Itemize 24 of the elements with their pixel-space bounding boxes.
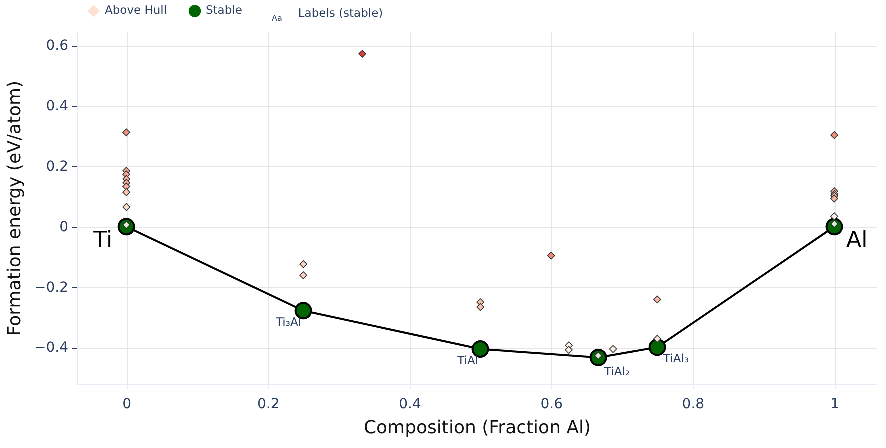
annotation: Ti <box>92 228 113 253</box>
annotation: TiAl₃ <box>662 351 690 366</box>
annotation: Al <box>846 228 868 253</box>
x-tick-label: 0.4 <box>399 396 422 412</box>
annotation: TiAl₂ <box>604 364 630 379</box>
text: Labels (stable) <box>298 6 384 20</box>
x-tick-label: 1 <box>830 396 840 412</box>
x-tick-label: 0.8 <box>682 396 705 412</box>
annotation: TiAl <box>456 353 479 368</box>
y-tick-label: −0.4 <box>34 340 69 356</box>
text: Aa <box>272 14 282 23</box>
legend-label: Above Hull <box>105 3 168 18</box>
legend-label: Stable <box>206 3 242 18</box>
x-tick-label: 0.2 <box>258 396 280 412</box>
x-axis-title: Composition (Fraction Al) <box>364 418 592 438</box>
x-tick-label: 0 <box>122 396 132 412</box>
y-tick-label: −0.2 <box>34 280 68 296</box>
y-tick-label: 0.6 <box>46 38 69 54</box>
annotation: Ti₃Al <box>275 314 302 329</box>
y-axis-title: Formation energy (eV/atom) <box>4 80 26 336</box>
y-tick-label: 0.2 <box>46 158 68 175</box>
x-tick-label: 0.6 <box>540 396 564 412</box>
y-tick-label: 0 <box>60 219 68 236</box>
y-tick-label: 0.4 <box>46 98 69 115</box>
